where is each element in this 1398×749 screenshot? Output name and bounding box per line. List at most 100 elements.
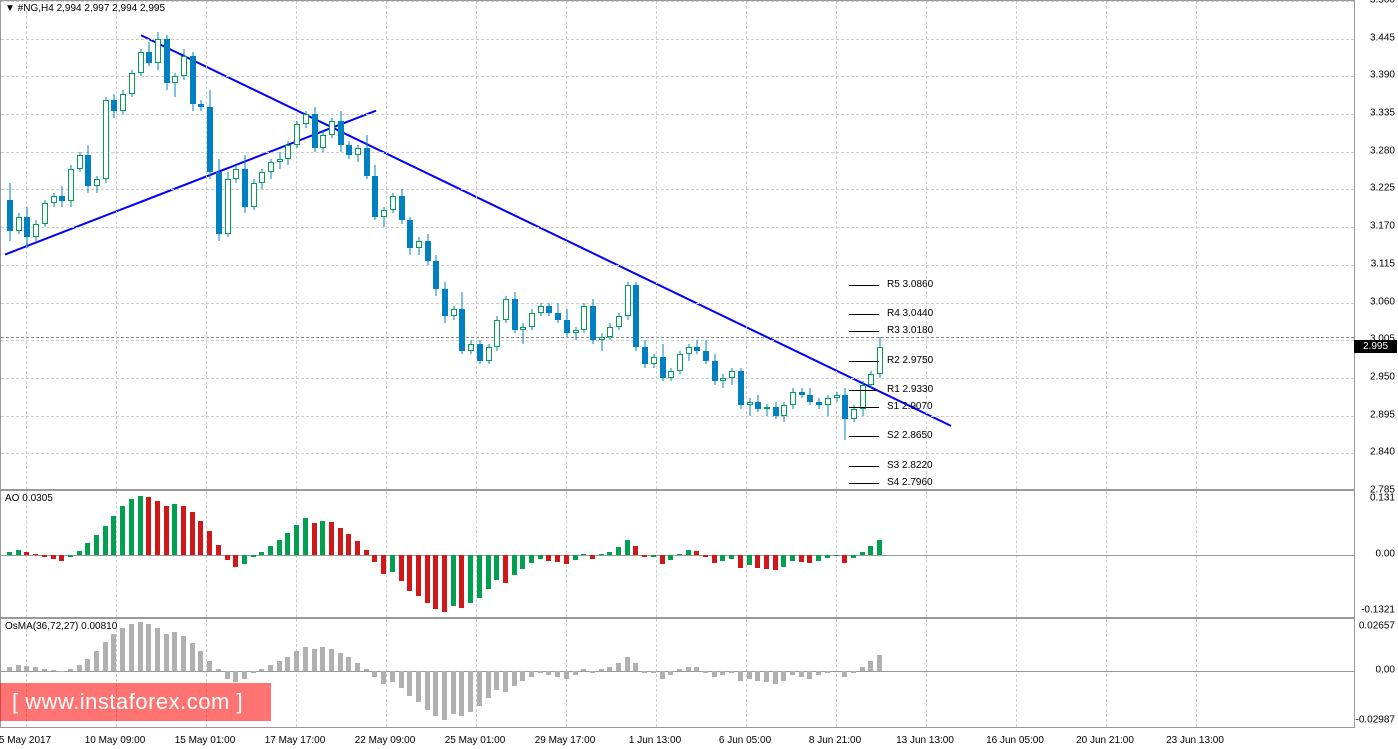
osma-bar	[555, 671, 560, 677]
osma-bar	[407, 671, 412, 696]
candle	[825, 1, 831, 491]
y-tick-label: 2.840	[1370, 447, 1395, 458]
main-y-axis: 3.5003.4453.3903.3353.2803.2253.1703.115…	[1355, 0, 1398, 490]
osma-bar	[24, 666, 29, 671]
ao-bar	[677, 554, 682, 555]
current-price-badge: 2.995	[1354, 340, 1397, 353]
ao-bar	[720, 555, 725, 561]
ao-bar	[564, 555, 569, 565]
candle	[486, 1, 492, 491]
candle	[720, 1, 726, 491]
y-tick-label: 3.280	[1370, 145, 1395, 156]
candle	[642, 1, 648, 491]
ao-bar	[459, 555, 464, 609]
candle	[216, 1, 222, 491]
osma-bar	[364, 669, 369, 671]
osma-bar	[651, 671, 656, 673]
osma-bar	[486, 671, 491, 698]
candle	[712, 1, 718, 491]
main-price-panel[interactable]: ▼ #NG,H4 2,994 2,997 2,994 2,995 2.995 R…	[0, 0, 1355, 490]
ao-bar	[42, 555, 47, 557]
ao-bar	[755, 555, 760, 569]
x-tick-label: 25 May 01:00	[445, 735, 506, 746]
ao-bar	[686, 550, 691, 555]
candle	[738, 1, 744, 491]
pivot-label: R2 2.9750	[887, 355, 933, 366]
pivot-label: S1 2.9070	[887, 401, 933, 412]
ao-bar	[642, 555, 647, 557]
pivot-mark	[849, 483, 879, 484]
candle	[503, 1, 509, 491]
ao-bar	[816, 555, 821, 561]
osma-bar	[703, 671, 708, 673]
osma-bar	[129, 624, 134, 671]
candle	[42, 1, 48, 491]
pivot-mark	[849, 436, 879, 437]
osma-bar	[433, 671, 438, 716]
osma-bar	[277, 661, 282, 671]
osma-bar	[616, 663, 621, 671]
candle	[146, 1, 152, 491]
chart-container: ▼ #NG,H4 2,994 2,997 2,994 2,995 2.995 R…	[0, 0, 1398, 749]
ao-bar	[190, 512, 195, 555]
ao-bar	[616, 547, 621, 554]
ao-bar	[94, 535, 99, 554]
osma-bar	[755, 671, 760, 681]
x-axis: 5 May 201710 May 09:0015 May 01:0017 May…	[0, 728, 1355, 749]
ao-bar	[425, 555, 430, 604]
grid-line-v	[1016, 1, 1017, 489]
ao-bar	[451, 555, 456, 606]
candle	[477, 1, 483, 491]
candle	[225, 1, 231, 491]
candle	[816, 1, 822, 491]
candle	[433, 1, 439, 491]
ao-bar	[355, 541, 360, 555]
y-tick-label: 3.060	[1370, 296, 1395, 307]
x-tick-label: 17 May 17:00	[265, 735, 326, 746]
ao-bar	[225, 555, 230, 560]
candle	[312, 1, 318, 491]
candle	[581, 1, 587, 491]
candle	[877, 1, 883, 491]
x-tick-label: 8 Jun 21:00	[809, 735, 861, 746]
candle	[242, 1, 248, 491]
y-tick-label: 2.895	[1370, 409, 1395, 420]
candle	[799, 1, 805, 491]
candle	[459, 1, 465, 491]
ao-bar	[329, 522, 334, 555]
candle	[538, 1, 544, 491]
ao-bar	[442, 555, 447, 612]
ao-bar	[85, 543, 90, 555]
grid-line-v	[1016, 619, 1017, 727]
ao-bar	[51, 555, 56, 559]
osma-bar	[442, 671, 447, 720]
osma-bar	[825, 671, 830, 673]
osma-bar	[686, 667, 691, 671]
candle	[529, 1, 535, 491]
candle	[164, 1, 170, 491]
grid-line-v	[836, 619, 837, 727]
ao-bar	[251, 555, 256, 557]
ao-bar	[633, 546, 638, 555]
ao-bar	[546, 555, 551, 561]
candle	[512, 1, 518, 491]
candle	[207, 1, 213, 491]
candle	[468, 1, 474, 491]
ao-bar	[155, 501, 160, 555]
osma-bar	[251, 671, 256, 673]
candle	[399, 1, 405, 491]
ao-bar	[242, 555, 247, 565]
ao-panel[interactable]: AO 0.0305	[0, 490, 1355, 618]
candle	[755, 1, 761, 491]
osma-bar	[459, 671, 464, 716]
candle	[520, 1, 526, 491]
candle	[7, 1, 13, 491]
pivot-mark	[849, 407, 879, 408]
ao-bar	[381, 555, 386, 574]
pivot-label: S4 2.7960	[887, 477, 933, 488]
candle	[781, 1, 787, 491]
osma-bar	[346, 657, 351, 671]
y-tick-label: 0.00	[1376, 548, 1395, 559]
candle	[407, 1, 413, 491]
osma-bar	[877, 655, 882, 671]
